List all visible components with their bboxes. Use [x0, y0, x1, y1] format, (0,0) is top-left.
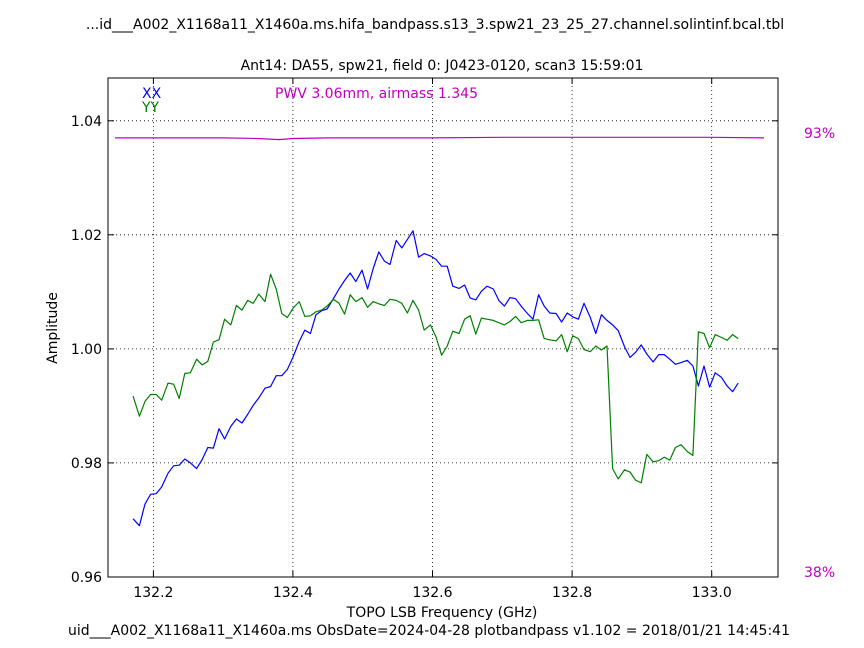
axis-ticks: 132.2 132.4 132.6 132.8 133.0 0.96 0.98 1.00 1.0…: [71, 78, 778, 601]
x-tick-label: 133.0: [692, 585, 732, 601]
atmosphere-transmission-line: [115, 136, 765, 141]
series-line-xx: [132, 230, 739, 527]
legend-entry-yy: YY: [141, 100, 160, 116]
series-lines: [115, 136, 765, 527]
atm-top-label: 93%: [804, 126, 835, 142]
legend-entry-xx: XX: [142, 86, 162, 102]
y-axis-label: Amplitude: [45, 292, 61, 364]
atm-bottom-label: 38%: [804, 565, 835, 581]
grid-lines: [108, 78, 778, 578]
plot-frame: [107, 77, 779, 578]
x-tick-label: 132.8: [552, 585, 592, 601]
y-tick-label: 1.02: [71, 228, 102, 244]
x-axis-label: TOPO LSB Frequency (GHz): [346, 605, 538, 621]
y-tick-label: 1.00: [71, 342, 102, 358]
chart-title: ...id___A002_X1168a11_X1460a.ms.hifa_ban…: [86, 17, 784, 33]
footer-text: uid___A002_X1168a11_X1460a.ms ObsDate=20…: [68, 623, 790, 639]
pwv-annotation: PWV 3.06mm, airmass 1.345: [275, 86, 478, 102]
chart-subtitle: Ant14: DA55, spw21, field 0: J0423-0120,…: [241, 58, 644, 74]
x-tick-label: 132.4: [273, 585, 313, 601]
y-tick-label: 0.96: [71, 570, 102, 586]
series-line-yy: [132, 273, 739, 484]
x-tick-label: 132.6: [412, 585, 452, 601]
y-tick-label: 0.98: [71, 456, 102, 472]
y-tick-label: 1.04: [71, 114, 102, 130]
x-tick-label: 132.2: [133, 585, 173, 601]
